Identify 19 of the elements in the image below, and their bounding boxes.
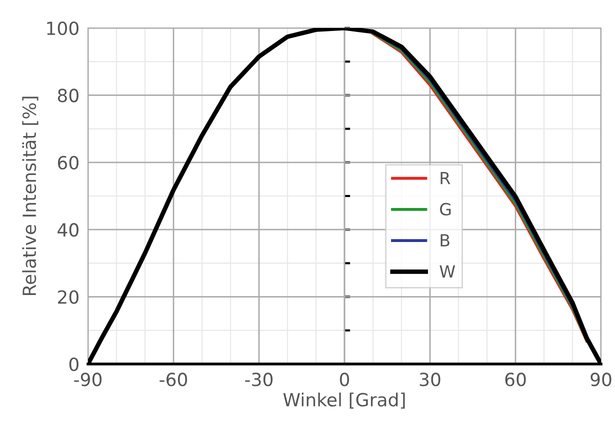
x-tick-label: 60 bbox=[505, 372, 526, 386]
x-tick-label: 0 bbox=[340, 372, 350, 386]
y-tick-label: 0 bbox=[69, 357, 78, 372]
y-tick-label: 80 bbox=[58, 88, 78, 102]
x-axis-title: Winkel [Grad] bbox=[283, 392, 405, 409]
y-tick-label: 100 bbox=[47, 21, 78, 36]
y-tick-label: 20 bbox=[58, 290, 78, 304]
legend-label: G bbox=[440, 202, 451, 216]
x-tick-label: 90 bbox=[590, 372, 612, 386]
y-axis-title: Relative Intensität [%] bbox=[22, 96, 38, 296]
y-tick-label: 60 bbox=[58, 156, 78, 170]
legend-label: W bbox=[440, 265, 456, 278]
x-tick-label: -30 bbox=[245, 372, 273, 386]
x-tick-label: -90 bbox=[74, 372, 102, 386]
y-tick-label: 40 bbox=[58, 223, 78, 237]
legend-label: R bbox=[440, 172, 450, 184]
x-tick-label: 30 bbox=[420, 372, 440, 386]
x-tick-label: -60 bbox=[160, 372, 188, 386]
legend-label: B bbox=[440, 234, 450, 246]
